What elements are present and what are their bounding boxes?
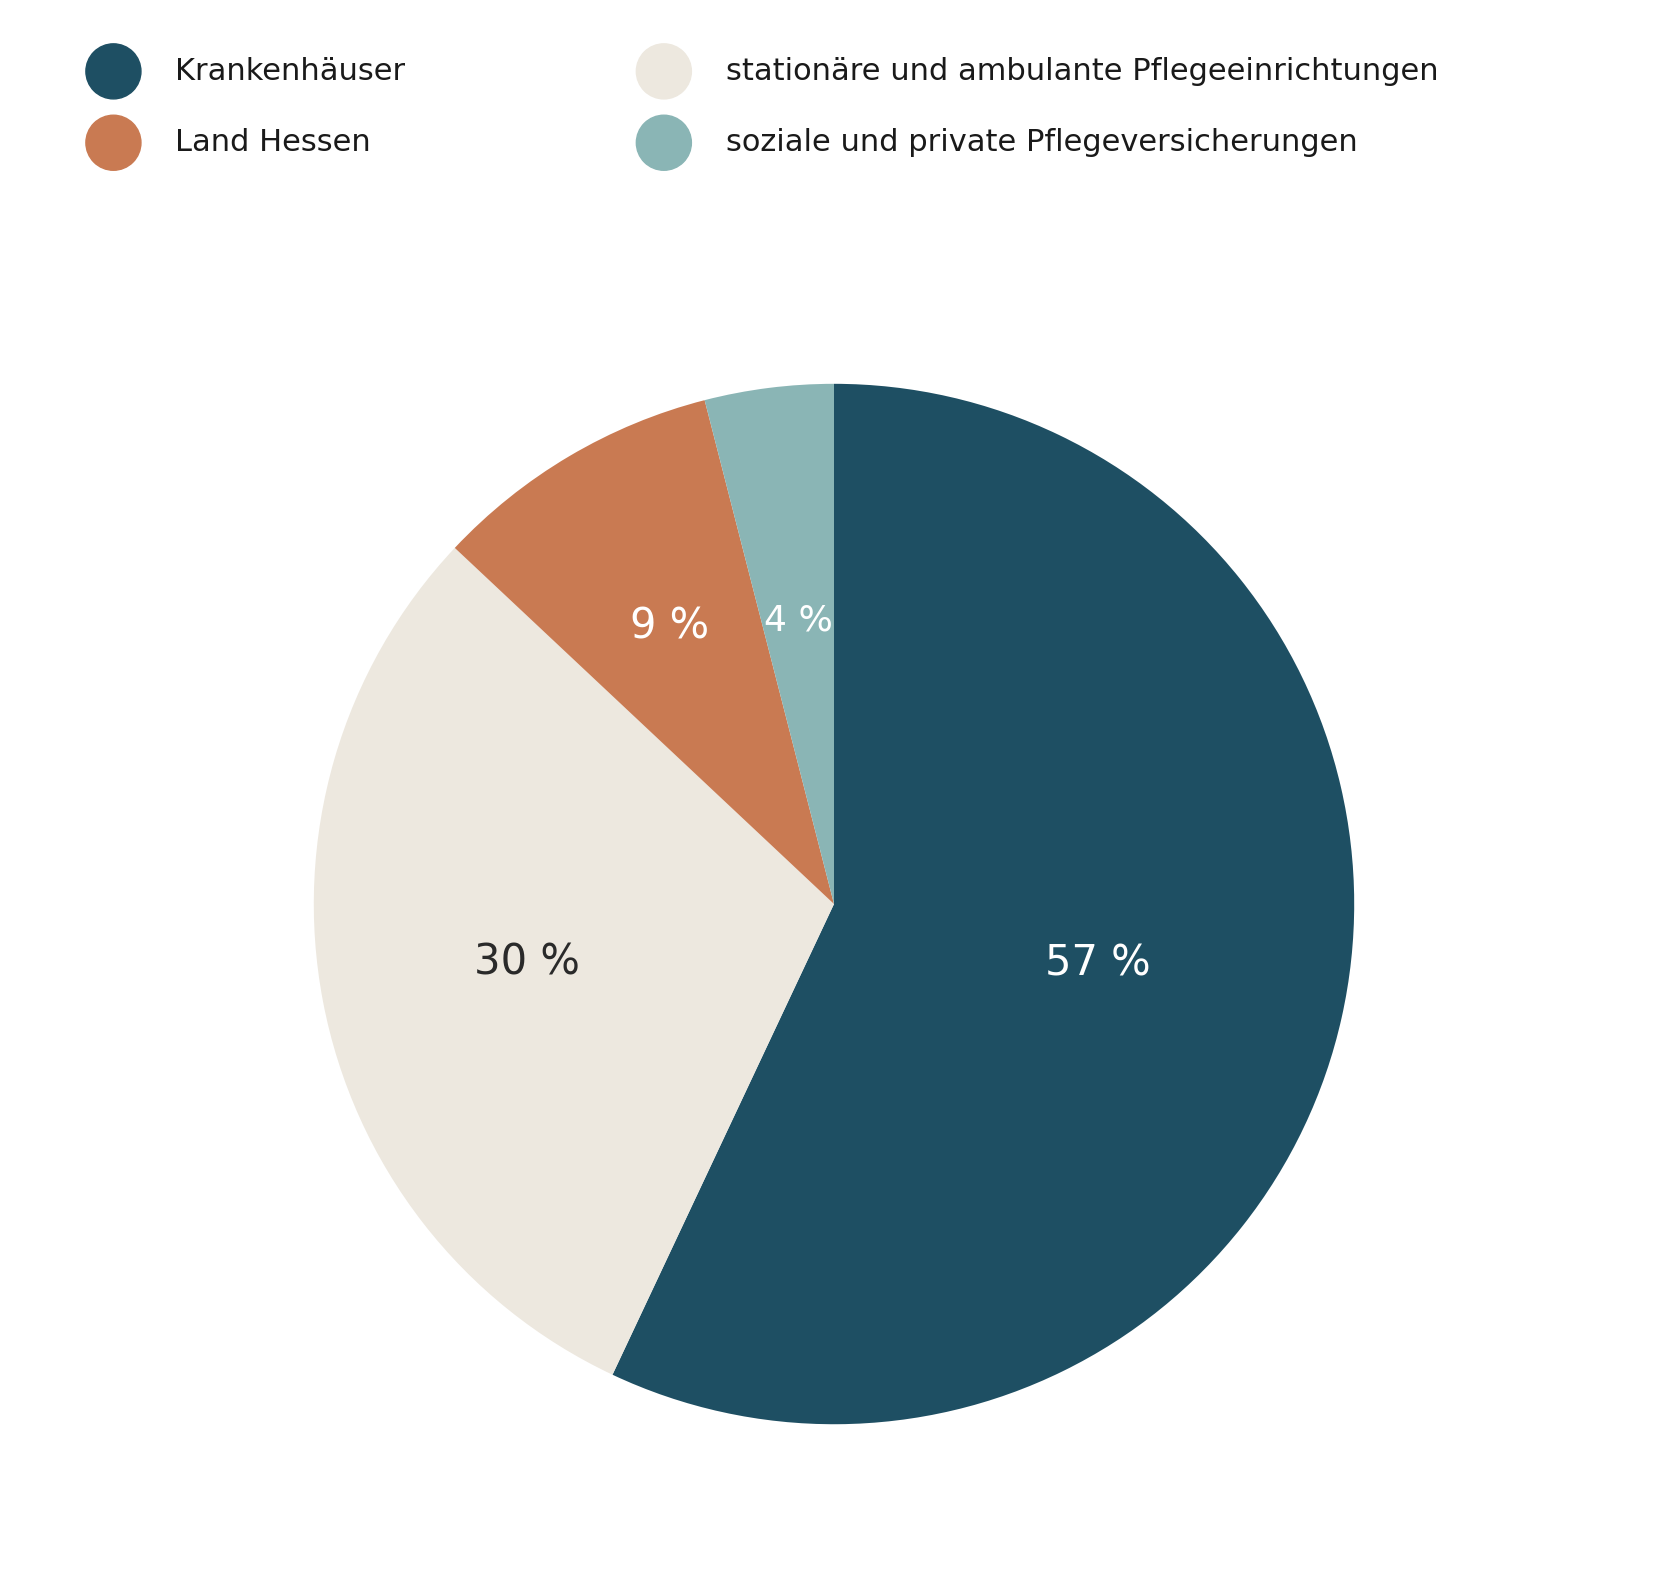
Text: 4 %: 4 % xyxy=(764,603,832,638)
Text: 9 %: 9 % xyxy=(631,606,709,647)
Text: stationäre und ambulante Pflegeeinrichtungen: stationäre und ambulante Pflegeeinrichtu… xyxy=(726,57,1438,86)
Text: 30 %: 30 % xyxy=(474,942,580,983)
Text: 57 %: 57 % xyxy=(1046,942,1151,983)
Text: soziale und private Pflegeversicherungen: soziale und private Pflegeversicherungen xyxy=(726,128,1358,157)
Wedge shape xyxy=(455,400,834,904)
Text: Land Hessen: Land Hessen xyxy=(175,128,370,157)
Wedge shape xyxy=(612,384,1354,1424)
Wedge shape xyxy=(314,547,834,1375)
Wedge shape xyxy=(704,384,834,904)
Text: Krankenhäuser: Krankenhäuser xyxy=(175,57,405,86)
